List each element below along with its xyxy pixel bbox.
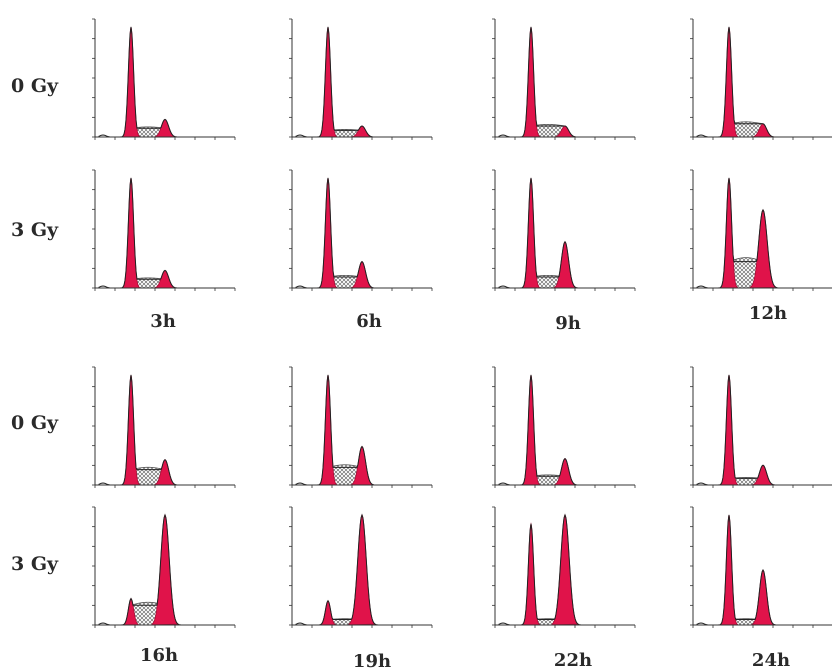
time-label-12h: 12h: [748, 303, 788, 324]
histogram-outline: [295, 26, 428, 138]
row-label-3gy-top: 3 Gy: [11, 219, 59, 241]
g1-peak: [318, 177, 338, 289]
g1-peak: [521, 374, 541, 486]
time-label-6h: 6h: [356, 311, 382, 332]
g1-peak: [521, 26, 541, 138]
histogram-outline: [696, 26, 829, 138]
g1-peak: [521, 522, 541, 626]
time-label-16h: 16h: [139, 645, 179, 666]
histogram-panels: [92, 18, 832, 628]
row-label-0gy-bottom: 0 Gy: [11, 412, 59, 434]
histogram-outline: [498, 26, 631, 138]
time-label-24h: 24h: [751, 650, 791, 671]
g2m-peak: [749, 569, 777, 626]
g2m-peak: [551, 514, 580, 626]
g1-peak: [521, 177, 541, 289]
g1-peak: [719, 26, 739, 138]
g1-peak: [318, 26, 338, 138]
time-label-22h: 22h: [553, 650, 593, 671]
row-label-3gy-bottom: 3 Gy: [11, 553, 59, 575]
g1-peak: [121, 177, 141, 289]
time-label-19h: 19h: [352, 651, 392, 672]
row-label-0gy-top: 0 Gy: [11, 75, 59, 97]
g2m-peak: [348, 514, 377, 626]
time-label-9h: 9h: [555, 313, 581, 334]
g1-peak: [719, 514, 739, 626]
time-label-3h: 3h: [150, 311, 176, 332]
g1-peak: [121, 26, 141, 138]
g1-peak: [719, 374, 739, 486]
